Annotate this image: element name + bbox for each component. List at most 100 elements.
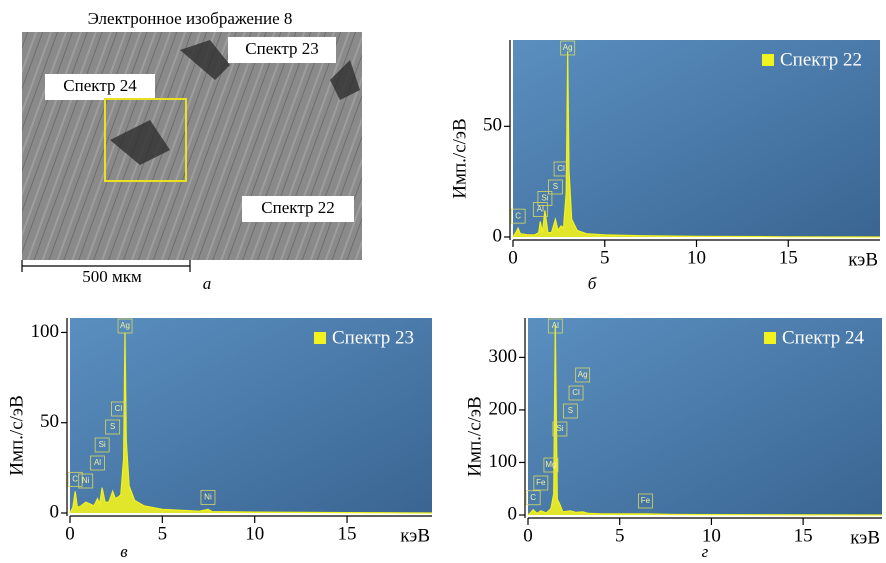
peak-label: Si — [556, 424, 563, 433]
peak-label: Ni — [204, 492, 212, 501]
sem-image — [22, 32, 362, 260]
x-tick-label: 10 — [245, 523, 264, 544]
scale-label: 500 мкм — [82, 267, 142, 286]
peak-label: Cl — [557, 164, 565, 173]
label-box — [228, 37, 336, 63]
peak-label: Ag — [563, 43, 573, 52]
peak-label-box — [110, 401, 126, 417]
plot-area — [513, 40, 880, 237]
y-tick-label: 0 — [493, 225, 503, 246]
peak-label-box — [525, 490, 541, 506]
peak-label-box — [90, 455, 105, 471]
spectrum-label: Спектр 22 — [261, 198, 334, 217]
x-tick-label: 10 — [687, 247, 706, 268]
sem-feature — [110, 40, 360, 165]
y-axis-label: Имп./с/эВ — [464, 396, 485, 476]
peak-label-box — [94, 437, 110, 453]
peak-label: C — [515, 211, 521, 220]
y-tick-label: 300 — [489, 346, 518, 367]
region-box — [104, 98, 187, 182]
x-tick-label: 15 — [794, 525, 813, 546]
legend-swatch — [314, 332, 326, 344]
peak-label: Al — [552, 321, 559, 330]
spectrum-label: Спектр 24 — [63, 76, 137, 95]
label-box — [242, 196, 354, 222]
peak-label-box — [547, 179, 563, 195]
x-axis-label: кэВ — [400, 525, 430, 546]
plot-area — [528, 318, 882, 515]
peak-label-box — [537, 191, 553, 206]
legend-swatch — [762, 54, 774, 66]
scale-bar — [21, 260, 191, 272]
x-axis-label: кэВ — [848, 249, 878, 270]
peak-label-box — [78, 473, 94, 489]
peak-label: C — [530, 493, 536, 502]
peak-label: Ag — [578, 370, 588, 379]
x-tick-label: 5 — [158, 523, 168, 544]
spectrum-label: Спектр 23 — [245, 39, 318, 58]
x-axis-label: кэВ — [850, 527, 880, 548]
peak-label-box — [547, 318, 563, 334]
peak-label: Fe — [641, 496, 651, 505]
peak-label: Al — [94, 458, 101, 467]
y-tick-label: 50 — [40, 411, 59, 432]
y-tick-label: 0 — [508, 503, 518, 524]
peak-label: Si — [99, 440, 106, 449]
x-tick-label: 0 — [508, 247, 518, 268]
peak-label-box — [575, 367, 591, 383]
caption: а — [203, 274, 212, 293]
peak-label-box — [637, 493, 653, 509]
peak-label-box — [200, 489, 216, 505]
peak-label: Al — [537, 205, 544, 214]
legend-swatch — [764, 332, 776, 344]
peak-label-box — [117, 318, 133, 334]
y-tick-label: 100 — [489, 451, 518, 472]
peak-label-box — [510, 208, 526, 224]
y-tick-label: 50 — [483, 115, 502, 136]
peak-label: Cl — [115, 404, 123, 413]
x-tick-label: 15 — [779, 247, 798, 268]
peak-label: Ag — [120, 321, 130, 330]
peak-label-box — [105, 419, 121, 435]
y-axis-label: Имп./с/эВ — [6, 395, 27, 475]
legend-label: Спектр 24 — [782, 327, 865, 348]
peak-label: S — [110, 422, 115, 431]
caption: в — [120, 542, 128, 561]
peak-label-box — [67, 471, 83, 487]
peak-label: Si — [541, 194, 548, 203]
x-tick-label: 10 — [702, 525, 721, 546]
sem-panel: Электронное изображение 8 Спектр 23 Спек… — [21, 9, 362, 293]
x-tick-label: 15 — [338, 523, 357, 544]
y-tick-label: 200 — [489, 398, 518, 419]
peak-label-box — [532, 202, 548, 217]
peak-label-box — [553, 161, 569, 177]
spectrum-line — [512, 51, 881, 238]
image-title: Электронное изображение 8 — [88, 9, 293, 28]
y-tick-label: 100 — [31, 321, 60, 342]
peak-label-box — [543, 457, 559, 473]
spectrum-line — [527, 325, 883, 516]
x-tick-label: 5 — [600, 247, 610, 268]
label-box — [45, 74, 155, 100]
plot-area — [70, 318, 432, 513]
peak-label: C — [72, 474, 78, 483]
x-tick-label: 0 — [65, 523, 75, 544]
x-tick-label: 5 — [615, 525, 625, 546]
y-axis-label: Имп./с/эВ — [449, 118, 470, 198]
peak-label: Ni — [82, 476, 90, 485]
x-tick-label: 0 — [523, 525, 533, 546]
peak-label: Cl — [572, 388, 580, 397]
y-tick-label: 0 — [50, 501, 60, 522]
peak-label-box — [568, 385, 584, 401]
legend-label: Спектр 22 — [780, 49, 862, 70]
peak-label: S — [553, 182, 558, 191]
peak-label-box — [560, 40, 576, 56]
peak-label-box — [552, 421, 568, 437]
caption: г — [702, 542, 709, 561]
peak-label: Mg — [545, 460, 556, 469]
peak-label: S — [568, 406, 573, 415]
spectrum-line — [69, 332, 433, 514]
peak-label-box — [562, 403, 578, 419]
legend-label: Спектр 23 — [332, 327, 414, 348]
